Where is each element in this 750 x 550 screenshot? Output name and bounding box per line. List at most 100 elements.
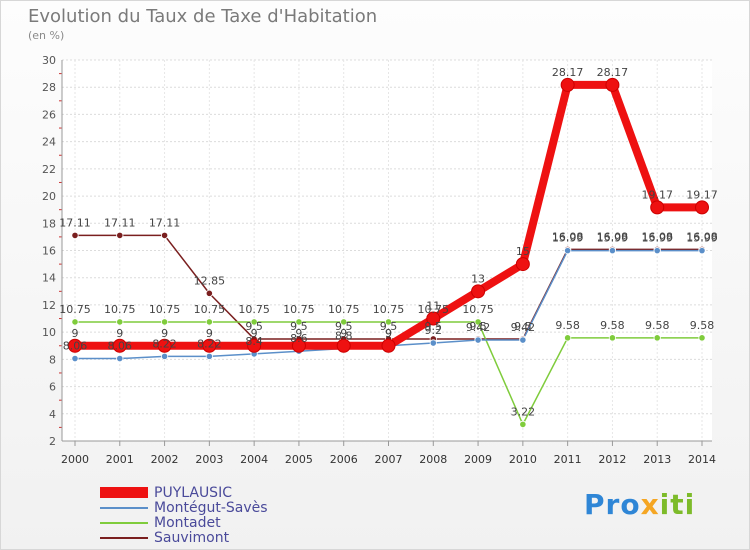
data-label: 9 [295, 327, 302, 340]
y-tick-label: 14 [42, 272, 56, 285]
data-label: 8.8 [335, 329, 353, 342]
data-label: 9.58 [690, 319, 715, 332]
data-point [71, 318, 79, 326]
data-label: 10.75 [373, 303, 405, 316]
data-point [429, 339, 437, 347]
data-label: 28.17 [552, 66, 584, 79]
data-point [250, 318, 258, 326]
data-label: 10.75 [462, 303, 494, 316]
data-label: 8.06 [63, 340, 88, 353]
data-point [247, 338, 262, 353]
y-tick-label: 20 [42, 190, 56, 203]
x-tick-label: 2006 [330, 453, 358, 466]
data-point [340, 318, 348, 326]
data-label: 3.22 [511, 405, 536, 418]
data-label: 19.17 [641, 188, 673, 201]
data-label: 9.5 [290, 320, 308, 333]
x-tick-label: 2008 [419, 453, 447, 466]
data-label: 28.17 [597, 66, 629, 79]
logo-part: Pro [584, 488, 641, 521]
data-label: 10.75 [238, 303, 270, 316]
y-tick-label: 28 [42, 81, 56, 94]
data-point [336, 338, 351, 353]
data-label: 8.06 [108, 340, 133, 353]
x-tick-label: 2005 [285, 453, 313, 466]
data-label: 13 [471, 272, 485, 285]
data-label: 9.5 [469, 320, 487, 333]
logo-part: iti [659, 488, 696, 521]
data-label: 16.08 [686, 230, 718, 243]
data-label: 9 [116, 327, 123, 340]
data-point [205, 289, 213, 297]
y-tick-label: 12 [42, 299, 56, 312]
data-label: 10.75 [149, 303, 181, 316]
y-tick-label: 2 [49, 435, 56, 448]
y-tick-label: 18 [42, 217, 56, 230]
data-label: 9 [340, 327, 347, 340]
data-point [160, 231, 169, 239]
data-label: 9.2 [425, 324, 443, 337]
data-label: 9 [72, 327, 79, 340]
y-tick-label: 10 [42, 326, 56, 339]
data-label: 16.08 [552, 230, 584, 243]
data-label: 9 [206, 327, 213, 340]
data-point [608, 247, 617, 255]
data-point [426, 311, 441, 326]
data-label: 15.99 [641, 232, 673, 245]
data-point [650, 200, 665, 215]
data-label: 9.5 [425, 320, 443, 333]
data-label: 19.17 [686, 188, 718, 201]
data-point [381, 338, 396, 353]
data-label: 8.22 [152, 337, 177, 350]
legend-swatch-montegut-saves [100, 507, 148, 509]
data-label: 16.08 [641, 230, 673, 243]
data-point [698, 247, 706, 255]
data-label: 9 [161, 327, 168, 340]
data-label: 9 [385, 327, 392, 340]
y-tick-label: 26 [42, 108, 56, 121]
x-tick-label: 2011 [554, 453, 582, 466]
logo-part: x [640, 488, 660, 521]
data-label: 9.5 [335, 320, 353, 333]
data-point [653, 334, 661, 342]
data-label: 9.5 [380, 320, 398, 333]
data-label: 17.11 [59, 216, 91, 229]
data-label: 9.58 [555, 319, 580, 332]
data-label: 16.08 [597, 230, 629, 243]
data-label: 10.75 [283, 303, 315, 316]
y-tick-label: 22 [42, 163, 56, 176]
data-label: 9 [251, 327, 258, 340]
data-point [564, 334, 572, 342]
x-tick-label: 2010 [509, 453, 537, 466]
data-point [519, 336, 527, 344]
proxiti-logo: Proxiti [584, 488, 695, 521]
x-tick-label: 2007 [375, 453, 403, 466]
data-point [519, 420, 527, 428]
legend-label: Sauvimont [154, 530, 230, 546]
data-point [202, 338, 217, 353]
legend-swatch-puylausic [100, 487, 148, 498]
data-point [605, 77, 620, 92]
data-label: 17.11 [149, 216, 181, 229]
data-label: 12.85 [194, 274, 226, 287]
data-point [698, 334, 706, 342]
data-point [384, 318, 393, 326]
y-tick-label: 16 [42, 245, 56, 258]
data-point [205, 318, 213, 326]
data-label: 8.22 [197, 337, 222, 350]
x-tick-label: 2013 [643, 453, 671, 466]
data-point [160, 352, 169, 360]
data-label: 15.99 [597, 232, 629, 245]
legend-label: Montadet [154, 515, 221, 531]
data-label: 15.99 [552, 232, 584, 245]
chart-title: Evolution du Taux de Taxe d'Habitation [28, 6, 378, 27]
x-tick-label: 2000 [61, 453, 89, 466]
x-tick-label: 2009 [464, 453, 492, 466]
data-label: 10.75 [59, 303, 91, 316]
data-point [653, 247, 661, 255]
data-point [608, 334, 617, 342]
y-tick-label: 6 [49, 381, 56, 394]
data-point [71, 231, 79, 239]
y-tick-label: 24 [42, 136, 56, 149]
data-point [157, 338, 172, 353]
